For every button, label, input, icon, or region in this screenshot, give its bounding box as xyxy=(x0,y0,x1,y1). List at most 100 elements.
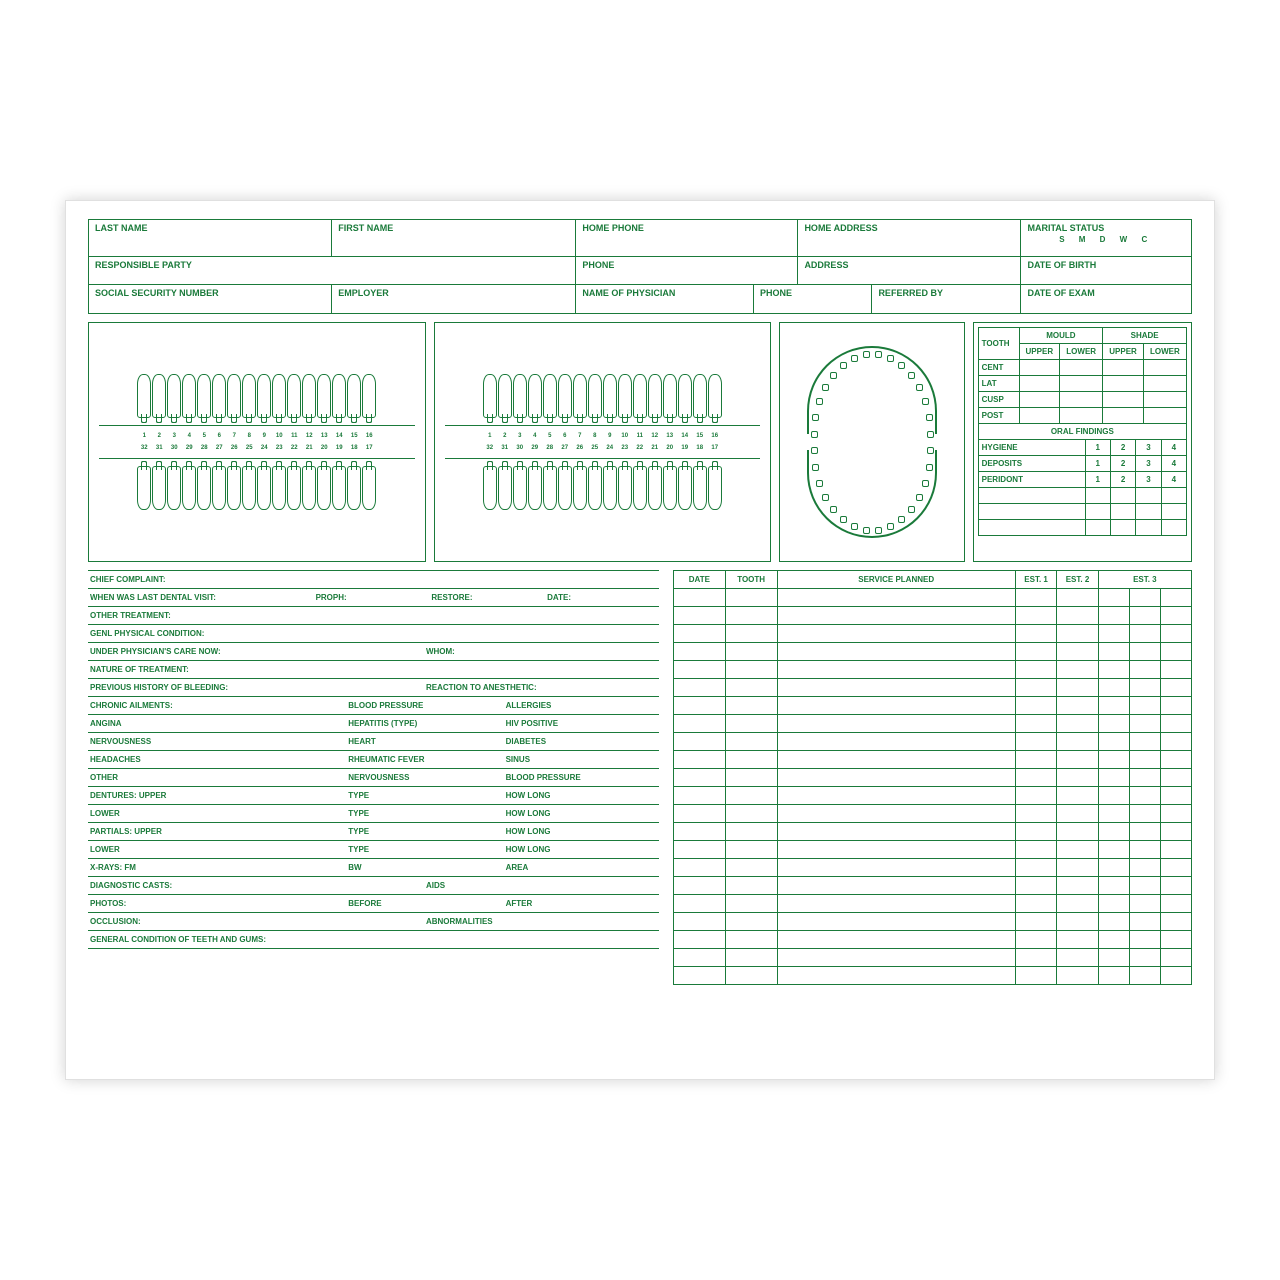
service-cell[interactable] xyxy=(1129,733,1160,751)
service-cell[interactable] xyxy=(1160,697,1191,715)
service-cell[interactable] xyxy=(1160,949,1191,967)
service-cell[interactable] xyxy=(1057,823,1098,841)
cell[interactable] xyxy=(1143,376,1186,392)
cell[interactable] xyxy=(1103,392,1144,408)
service-cell[interactable] xyxy=(1129,877,1160,895)
service-cell[interactable] xyxy=(725,913,777,931)
service-cell[interactable] xyxy=(673,841,725,859)
service-cell[interactable] xyxy=(725,751,777,769)
service-cell[interactable] xyxy=(1098,769,1129,787)
service-cell[interactable] xyxy=(1057,769,1098,787)
service-cell[interactable] xyxy=(1129,787,1160,805)
finding-cell[interactable]: 1 xyxy=(1085,456,1110,472)
service-cell[interactable] xyxy=(777,877,1015,895)
service-cell[interactable] xyxy=(1057,661,1098,679)
finding-cell[interactable]: 4 xyxy=(1161,456,1186,472)
service-cell[interactable] xyxy=(777,931,1015,949)
service-cell[interactable] xyxy=(1160,895,1191,913)
cell[interactable] xyxy=(1143,408,1186,424)
cell[interactable] xyxy=(1143,360,1186,376)
service-cell[interactable] xyxy=(1098,805,1129,823)
service-cell[interactable] xyxy=(777,661,1015,679)
service-cell[interactable] xyxy=(1160,589,1191,607)
service-cell[interactable] xyxy=(1129,643,1160,661)
service-cell[interactable] xyxy=(777,841,1015,859)
service-cell[interactable] xyxy=(777,805,1015,823)
service-cell[interactable] xyxy=(1129,841,1160,859)
service-cell[interactable] xyxy=(1057,715,1098,733)
service-cell[interactable] xyxy=(1057,679,1098,697)
service-cell[interactable] xyxy=(1015,967,1056,985)
service-cell[interactable] xyxy=(1098,895,1129,913)
service-cell[interactable] xyxy=(1129,859,1160,877)
finding-cell[interactable]: 3 xyxy=(1136,472,1161,488)
service-cell[interactable] xyxy=(1057,787,1098,805)
service-cell[interactable] xyxy=(1015,877,1056,895)
service-cell[interactable] xyxy=(1015,643,1056,661)
service-cell[interactable] xyxy=(1015,751,1056,769)
service-cell[interactable] xyxy=(777,967,1015,985)
service-cell[interactable] xyxy=(1160,625,1191,643)
service-cell[interactable] xyxy=(673,931,725,949)
service-cell[interactable] xyxy=(725,589,777,607)
service-cell[interactable] xyxy=(1015,949,1056,967)
service-cell[interactable] xyxy=(777,625,1015,643)
service-cell[interactable] xyxy=(1129,967,1160,985)
service-cell[interactable] xyxy=(777,949,1015,967)
service-cell[interactable] xyxy=(673,895,725,913)
service-cell[interactable] xyxy=(777,859,1015,877)
service-cell[interactable] xyxy=(1098,679,1129,697)
service-cell[interactable] xyxy=(673,769,725,787)
service-cell[interactable] xyxy=(1015,787,1056,805)
service-cell[interactable] xyxy=(725,877,777,895)
service-cell[interactable] xyxy=(1129,913,1160,931)
service-cell[interactable] xyxy=(725,859,777,877)
service-cell[interactable] xyxy=(1160,913,1191,931)
service-cell[interactable] xyxy=(1160,607,1191,625)
service-cell[interactable] xyxy=(1098,661,1129,679)
service-cell[interactable] xyxy=(1015,697,1056,715)
service-cell[interactable] xyxy=(1098,967,1129,985)
service-cell[interactable] xyxy=(1098,859,1129,877)
service-cell[interactable] xyxy=(1057,841,1098,859)
cell[interactable] xyxy=(1019,360,1060,376)
service-cell[interactable] xyxy=(777,751,1015,769)
service-cell[interactable] xyxy=(1098,589,1129,607)
service-cell[interactable] xyxy=(1098,607,1129,625)
service-cell[interactable] xyxy=(1015,931,1056,949)
finding-cell[interactable] xyxy=(1085,488,1110,504)
service-cell[interactable] xyxy=(1129,895,1160,913)
service-cell[interactable] xyxy=(1129,823,1160,841)
service-cell[interactable] xyxy=(1057,949,1098,967)
service-cell[interactable] xyxy=(777,895,1015,913)
service-cell[interactable] xyxy=(673,589,725,607)
service-cell[interactable] xyxy=(777,733,1015,751)
finding-blank[interactable] xyxy=(978,520,1085,536)
service-cell[interactable] xyxy=(1160,769,1191,787)
service-cell[interactable] xyxy=(1129,805,1160,823)
service-cell[interactable] xyxy=(673,859,725,877)
service-cell[interactable] xyxy=(673,805,725,823)
service-cell[interactable] xyxy=(777,607,1015,625)
finding-cell[interactable]: 2 xyxy=(1110,472,1135,488)
service-cell[interactable] xyxy=(777,787,1015,805)
service-cell[interactable] xyxy=(1129,661,1160,679)
service-cell[interactable] xyxy=(1015,859,1056,877)
service-cell[interactable] xyxy=(777,823,1015,841)
service-cell[interactable] xyxy=(1129,679,1160,697)
service-cell[interactable] xyxy=(1160,733,1191,751)
service-cell[interactable] xyxy=(1015,841,1056,859)
service-cell[interactable] xyxy=(1015,733,1056,751)
service-cell[interactable] xyxy=(673,607,725,625)
service-cell[interactable] xyxy=(1129,751,1160,769)
finding-cell[interactable]: 3 xyxy=(1136,440,1161,456)
service-cell[interactable] xyxy=(725,841,777,859)
service-cell[interactable] xyxy=(725,823,777,841)
service-cell[interactable] xyxy=(1098,733,1129,751)
service-cell[interactable] xyxy=(1160,805,1191,823)
finding-cell[interactable]: 4 xyxy=(1161,440,1186,456)
service-cell[interactable] xyxy=(725,607,777,625)
service-cell[interactable] xyxy=(725,895,777,913)
service-cell[interactable] xyxy=(1057,697,1098,715)
service-cell[interactable] xyxy=(725,949,777,967)
